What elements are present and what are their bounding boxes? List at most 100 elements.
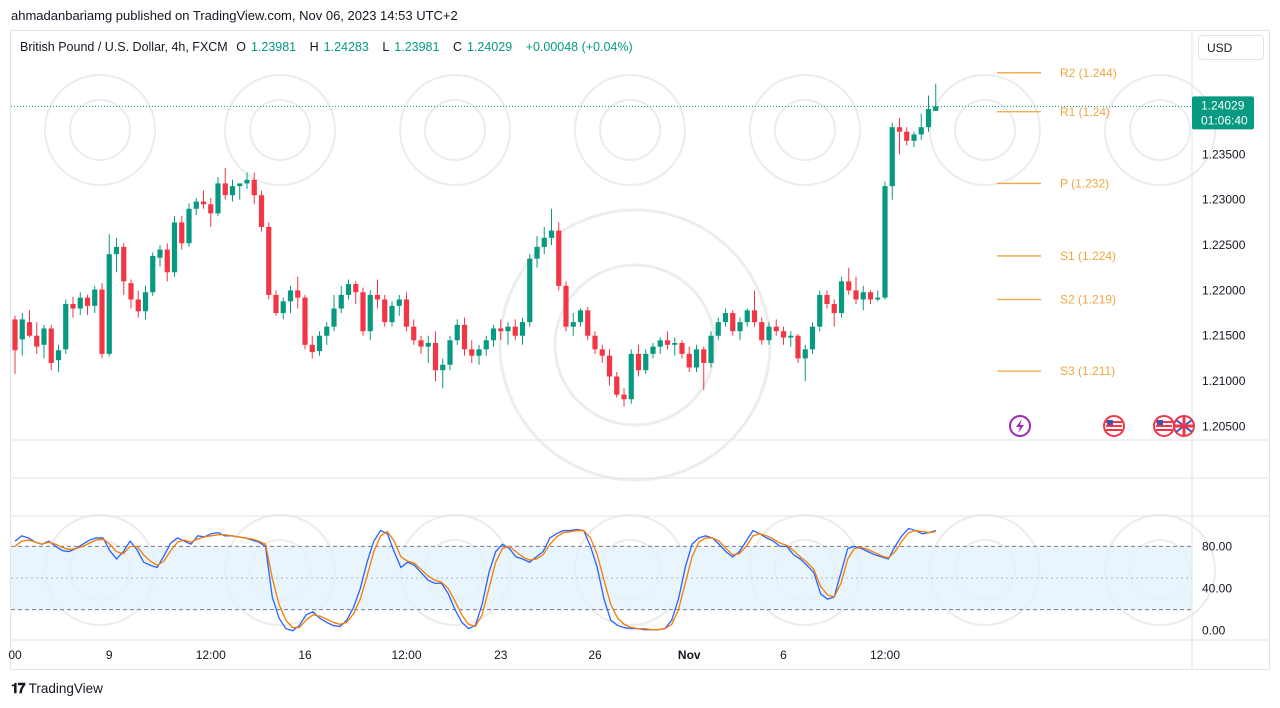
tradingview-brand[interactable]: 𝟏𝟕 TradingView xyxy=(11,680,103,697)
candle xyxy=(556,222,562,291)
candle-body xyxy=(498,328,504,332)
candle-body xyxy=(722,313,729,323)
time-tick-label: 12:00 xyxy=(870,648,900,662)
candle-body xyxy=(882,186,888,298)
candle-body xyxy=(418,340,424,347)
watermark-ring xyxy=(44,74,156,186)
candle xyxy=(795,333,801,363)
last-price-label: 1.24029 xyxy=(1201,98,1245,112)
time-tick-label: 9 xyxy=(106,648,113,662)
candle xyxy=(432,331,439,382)
lightning-icon[interactable] xyxy=(1009,415,1031,437)
watermark-ring xyxy=(224,74,336,186)
candle-body xyxy=(889,127,895,187)
candle-body xyxy=(411,326,417,341)
us-flag-icon[interactable] xyxy=(1103,415,1125,437)
candle xyxy=(701,346,707,391)
candle xyxy=(817,290,823,332)
candle-body xyxy=(911,134,917,141)
brand-label: TradingView xyxy=(28,681,103,696)
candle xyxy=(215,177,221,217)
watermark-inner-ring xyxy=(424,99,486,161)
stochastic-tick-label: 80.00 xyxy=(1202,539,1232,553)
candle xyxy=(635,344,642,377)
stochastic-series-line xyxy=(14,529,936,631)
candle-body xyxy=(237,183,243,187)
pivot-levels: R2 (1.244) R1 (1.24) P (1.232) S1 (1.224) S2… xyxy=(997,66,1117,378)
candle-body xyxy=(715,322,721,336)
candle-body xyxy=(19,319,25,340)
candle xyxy=(55,344,62,372)
axes: 1.240001.235001.230001.225001.220001.215… xyxy=(8,31,1269,669)
candle-body xyxy=(164,249,170,273)
candle-body xyxy=(324,326,330,336)
candle-body xyxy=(222,183,228,196)
candle xyxy=(77,292,83,315)
candle-body xyxy=(809,326,816,350)
open-label: O xyxy=(236,40,246,54)
candle xyxy=(534,236,540,268)
candle-body xyxy=(469,349,475,356)
candle-body xyxy=(904,131,910,141)
candle xyxy=(657,337,663,354)
candles xyxy=(12,83,939,407)
candle xyxy=(469,340,475,363)
watermark-inner-ring xyxy=(69,99,131,161)
candle-body xyxy=(635,353,642,371)
candle xyxy=(425,335,431,363)
candle xyxy=(693,344,700,372)
candle-body xyxy=(628,353,634,400)
stochastic-pane xyxy=(11,527,1192,632)
candle xyxy=(585,306,591,341)
event-icons[interactable] xyxy=(1009,415,1195,437)
candle xyxy=(809,322,816,354)
candle-body xyxy=(657,340,663,347)
candle xyxy=(208,197,214,227)
us-flag-icon[interactable] xyxy=(1153,415,1175,437)
candle-body xyxy=(26,322,33,336)
candle xyxy=(925,95,932,132)
candle xyxy=(389,301,395,327)
candle-body xyxy=(592,335,598,350)
candle xyxy=(324,322,330,345)
price-tick-label: 1.23000 xyxy=(1202,193,1246,207)
low-label: L xyxy=(382,40,390,54)
candle xyxy=(70,296,76,318)
watermark-large-inner-ring xyxy=(553,263,717,427)
candle xyxy=(911,131,917,148)
candle-body xyxy=(570,322,576,327)
candle xyxy=(519,317,526,345)
candle-body xyxy=(179,222,185,244)
candle-body xyxy=(367,294,373,332)
candle xyxy=(106,234,112,357)
candle-body xyxy=(128,283,134,300)
time-tick-label: 12:00 xyxy=(196,648,226,662)
candle xyxy=(382,294,388,327)
candle-body xyxy=(693,349,700,368)
candle xyxy=(142,285,149,320)
candle-body xyxy=(229,186,236,196)
currency-button[interactable]: USD xyxy=(1198,35,1264,60)
candle-body xyxy=(157,249,163,258)
candle-body xyxy=(751,310,758,323)
candle-body xyxy=(788,335,794,338)
candle-body xyxy=(860,292,866,300)
candle xyxy=(592,331,598,354)
candle-body xyxy=(287,290,294,302)
candle xyxy=(99,283,105,359)
candle xyxy=(396,294,402,316)
uk-flag-icon[interactable] xyxy=(1173,415,1195,437)
candle-body xyxy=(309,344,315,353)
candle xyxy=(258,190,265,232)
candle-body xyxy=(432,342,439,371)
candle xyxy=(889,122,895,200)
candle xyxy=(34,322,40,354)
candle-body xyxy=(476,349,482,356)
symbol-name[interactable]: British Pound / U.S. Dollar, 4h, FXCM xyxy=(20,40,228,54)
candle-body xyxy=(440,364,446,371)
candle xyxy=(411,319,417,345)
pivot-label: S1 (1.224) xyxy=(1060,249,1116,263)
price-tick-label: 1.20500 xyxy=(1202,419,1246,433)
